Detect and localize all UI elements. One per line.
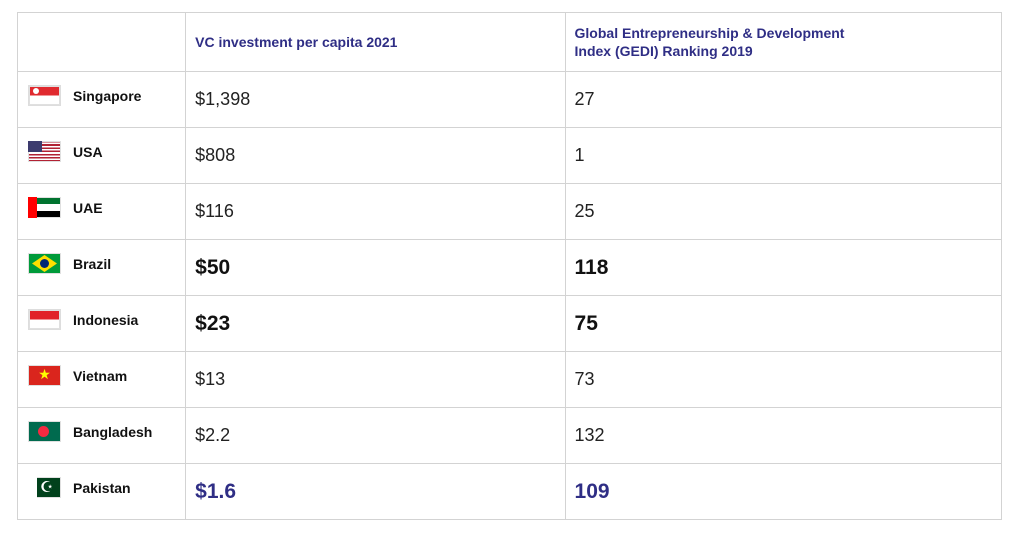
gedi-value: 132 — [564, 407, 1003, 464]
country-cell: Bangladesh — [16, 407, 187, 464]
gedi-value: 118 — [564, 239, 1003, 296]
brazil-flag-icon — [28, 253, 61, 274]
header-gedi-text: Global Entrepreneurship & Development In… — [574, 25, 845, 59]
table-row-pakistan: Pakistan $1.6 109 — [16, 463, 1003, 520]
uae-flag-icon — [28, 197, 61, 218]
table-row-singapore: Singapore $1,398 27 — [16, 71, 1003, 128]
header-vc-investment: VC investment per capita 2021 — [185, 12, 566, 72]
vc-value: $116 — [185, 183, 566, 240]
country-name: Bangladesh — [73, 423, 153, 440]
vietnam-flag-icon — [28, 365, 61, 386]
table-row-vietnam: Vietnam $13 73 — [16, 351, 1003, 408]
vc-value: $2.2 — [185, 407, 566, 464]
country-cell: Pakistan — [16, 463, 187, 520]
country-name: UAE — [73, 199, 103, 216]
country-name: Indonesia — [73, 311, 139, 328]
table-row-bangladesh: Bangladesh $2.2 132 — [16, 407, 1003, 464]
country-name: Brazil — [73, 255, 112, 272]
country-name: Vietnam — [73, 367, 128, 384]
country-name: Singapore — [73, 87, 142, 104]
country-cell: UAE — [16, 183, 187, 240]
country-name: Pakistan — [73, 479, 131, 496]
country-cell: USA — [16, 127, 187, 184]
gedi-value: 109 — [564, 463, 1003, 520]
vc-value: $808 — [185, 127, 566, 184]
country-cell: Indonesia — [16, 295, 187, 352]
table-row-indonesia: Indonesia $23 75 — [16, 295, 1003, 352]
header-country — [16, 12, 187, 72]
vc-value: $13 — [185, 351, 566, 408]
gedi-value: 75 — [564, 295, 1003, 352]
table-row-uae: UAE $116 25 — [16, 183, 1003, 240]
indonesia-flag-icon — [28, 309, 61, 330]
header-gedi-ranking: Global Entrepreneurship & Development In… — [564, 12, 1003, 72]
usa-flag-icon — [28, 141, 61, 162]
singapore-flag-icon — [28, 85, 61, 106]
gedi-value: 27 — [564, 71, 1003, 128]
gedi-value: 25 — [564, 183, 1003, 240]
vc-value: $1,398 — [185, 71, 566, 128]
country-name: USA — [73, 143, 103, 160]
bangladesh-flag-icon — [28, 421, 61, 442]
comparison-table: VC investment per capita 2021 Global Ent… — [16, 12, 1003, 520]
country-cell: Vietnam — [16, 351, 187, 408]
table-row-usa: USA $808 1 — [16, 127, 1003, 184]
vc-value: $50 — [185, 239, 566, 296]
country-cell: Brazil — [16, 239, 187, 296]
gedi-value: 1 — [564, 127, 1003, 184]
vc-value: $1.6 — [185, 463, 566, 520]
header-row: VC investment per capita 2021 Global Ent… — [16, 12, 1003, 72]
table-row-brazil: Brazil $50 118 — [16, 239, 1003, 296]
vc-value: $23 — [185, 295, 566, 352]
gedi-value: 73 — [564, 351, 1003, 408]
country-cell: Singapore — [16, 71, 187, 128]
pakistan-flag-icon — [28, 477, 61, 498]
